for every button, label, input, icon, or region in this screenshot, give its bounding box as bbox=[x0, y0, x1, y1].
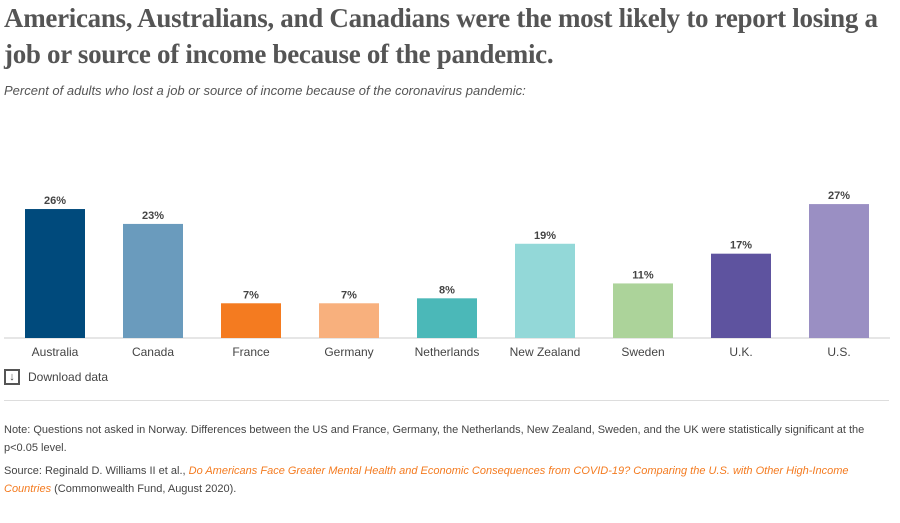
category-label: Netherlands bbox=[415, 345, 480, 359]
data-label: 8% bbox=[439, 284, 455, 296]
chart-subtitle: Percent of adults who lost a job or sour… bbox=[4, 83, 526, 98]
data-label: 26% bbox=[44, 195, 66, 207]
bar bbox=[711, 253, 771, 338]
category-label: U.K. bbox=[729, 345, 752, 359]
category-label: France bbox=[232, 345, 270, 359]
note: Note: Questions not asked in Norway. Dif… bbox=[4, 424, 865, 454]
divider bbox=[4, 400, 889, 401]
bar bbox=[221, 303, 281, 338]
category-label: U.S. bbox=[827, 345, 850, 359]
chart-title: Americans, Australians, and Canadians we… bbox=[4, 3, 878, 69]
category-label: Germany bbox=[324, 345, 373, 359]
download-data-button[interactable]: ↓ Download data bbox=[4, 369, 108, 385]
bar bbox=[809, 204, 869, 338]
bar bbox=[515, 243, 575, 338]
download-label: Download data bbox=[28, 370, 109, 384]
category-label: Australia bbox=[32, 345, 79, 359]
data-label: 11% bbox=[632, 269, 654, 281]
data-label: 19% bbox=[534, 230, 556, 242]
data-label: 23% bbox=[142, 210, 164, 222]
bar-chart: 26% Australia 23% Canada 7% France 7% Germany 8%… bbox=[4, 190, 890, 359]
bar bbox=[25, 209, 85, 338]
bar bbox=[613, 283, 673, 338]
source: Source: Reginald D. Williams II et al., … bbox=[4, 462, 894, 498]
category-label: Sweden bbox=[621, 345, 664, 359]
bar bbox=[123, 223, 183, 338]
category-label: New Zealand bbox=[510, 345, 581, 359]
data-label: 27% bbox=[828, 190, 850, 202]
header: Americans, Australians, and Canadians we… bbox=[4, 0, 896, 99]
bar bbox=[319, 303, 379, 338]
bar bbox=[417, 298, 477, 338]
data-label: 17% bbox=[730, 240, 752, 252]
category-label: Canada bbox=[132, 345, 174, 359]
source-suffix: (Commonwealth Fund, August 2020). bbox=[51, 483, 237, 495]
source-prefix: Source: Reginald D. Williams II et al., bbox=[4, 465, 189, 477]
data-label: 7% bbox=[243, 289, 259, 301]
source-link[interactable]: Do Americans Face Greater Mental Health … bbox=[4, 465, 849, 495]
data-label: 7% bbox=[341, 289, 357, 301]
footer: Note: Questions not asked in Norway. Dif… bbox=[4, 421, 894, 498]
download-icon: ↓ bbox=[4, 369, 20, 385]
